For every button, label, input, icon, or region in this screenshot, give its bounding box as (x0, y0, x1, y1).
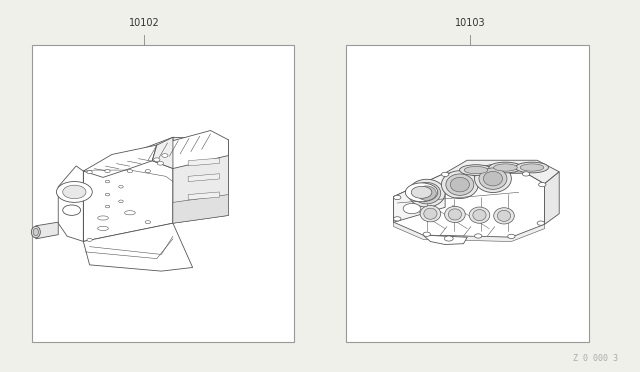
Circle shape (63, 205, 81, 215)
Circle shape (145, 170, 150, 173)
Polygon shape (83, 137, 173, 241)
Polygon shape (83, 145, 157, 177)
Polygon shape (423, 235, 467, 244)
Circle shape (405, 183, 438, 202)
Ellipse shape (464, 166, 488, 174)
Circle shape (162, 154, 168, 157)
Ellipse shape (442, 171, 478, 199)
Ellipse shape (417, 186, 436, 201)
Polygon shape (545, 172, 559, 224)
Polygon shape (394, 173, 445, 222)
Polygon shape (173, 195, 228, 223)
Ellipse shape (460, 165, 493, 176)
Circle shape (508, 234, 515, 238)
Ellipse shape (515, 162, 548, 173)
Circle shape (394, 195, 401, 200)
Ellipse shape (493, 164, 517, 171)
Circle shape (105, 170, 110, 173)
Ellipse shape (497, 210, 511, 221)
Ellipse shape (413, 183, 441, 204)
Ellipse shape (445, 206, 465, 222)
Circle shape (63, 185, 86, 199)
Polygon shape (36, 222, 58, 239)
Circle shape (522, 172, 530, 176)
Circle shape (87, 171, 92, 174)
Circle shape (394, 217, 401, 221)
Circle shape (442, 172, 449, 176)
Circle shape (444, 236, 453, 241)
Ellipse shape (98, 226, 108, 231)
Polygon shape (394, 222, 545, 241)
Ellipse shape (520, 164, 544, 171)
Circle shape (127, 170, 132, 173)
Circle shape (145, 221, 150, 224)
Ellipse shape (448, 209, 461, 220)
Circle shape (119, 185, 123, 188)
Ellipse shape (493, 208, 515, 224)
Bar (32, 45, 294, 342)
Circle shape (87, 238, 92, 241)
Polygon shape (394, 173, 545, 237)
Ellipse shape (489, 162, 522, 173)
Text: 10103: 10103 (455, 18, 486, 28)
Ellipse shape (33, 228, 38, 236)
Ellipse shape (424, 208, 437, 219)
Circle shape (105, 180, 110, 183)
Polygon shape (173, 137, 228, 223)
Polygon shape (188, 174, 220, 182)
Polygon shape (188, 158, 220, 166)
Circle shape (56, 182, 92, 202)
Text: Z 0 000 3: Z 0 000 3 (573, 354, 618, 363)
Circle shape (475, 234, 482, 238)
Circle shape (539, 183, 546, 187)
Ellipse shape (125, 211, 135, 215)
Circle shape (154, 158, 160, 161)
Ellipse shape (451, 177, 469, 192)
Ellipse shape (420, 206, 441, 222)
Circle shape (412, 186, 432, 198)
Ellipse shape (98, 216, 108, 220)
Circle shape (537, 221, 545, 225)
Ellipse shape (469, 207, 490, 223)
Circle shape (105, 193, 110, 196)
Circle shape (403, 203, 421, 214)
Ellipse shape (408, 179, 445, 207)
Polygon shape (188, 192, 220, 200)
Circle shape (105, 205, 110, 208)
Text: 10102: 10102 (129, 18, 159, 28)
Polygon shape (152, 131, 228, 169)
Ellipse shape (475, 165, 511, 193)
Ellipse shape (446, 174, 474, 195)
Ellipse shape (31, 226, 40, 238)
Polygon shape (445, 160, 559, 184)
Circle shape (119, 200, 123, 203)
Ellipse shape (473, 209, 486, 221)
Polygon shape (83, 223, 193, 271)
Bar (346, 45, 589, 342)
Polygon shape (58, 166, 83, 241)
Circle shape (423, 232, 430, 236)
Polygon shape (152, 137, 173, 169)
Circle shape (157, 161, 164, 165)
Ellipse shape (483, 171, 502, 186)
Ellipse shape (479, 168, 507, 189)
